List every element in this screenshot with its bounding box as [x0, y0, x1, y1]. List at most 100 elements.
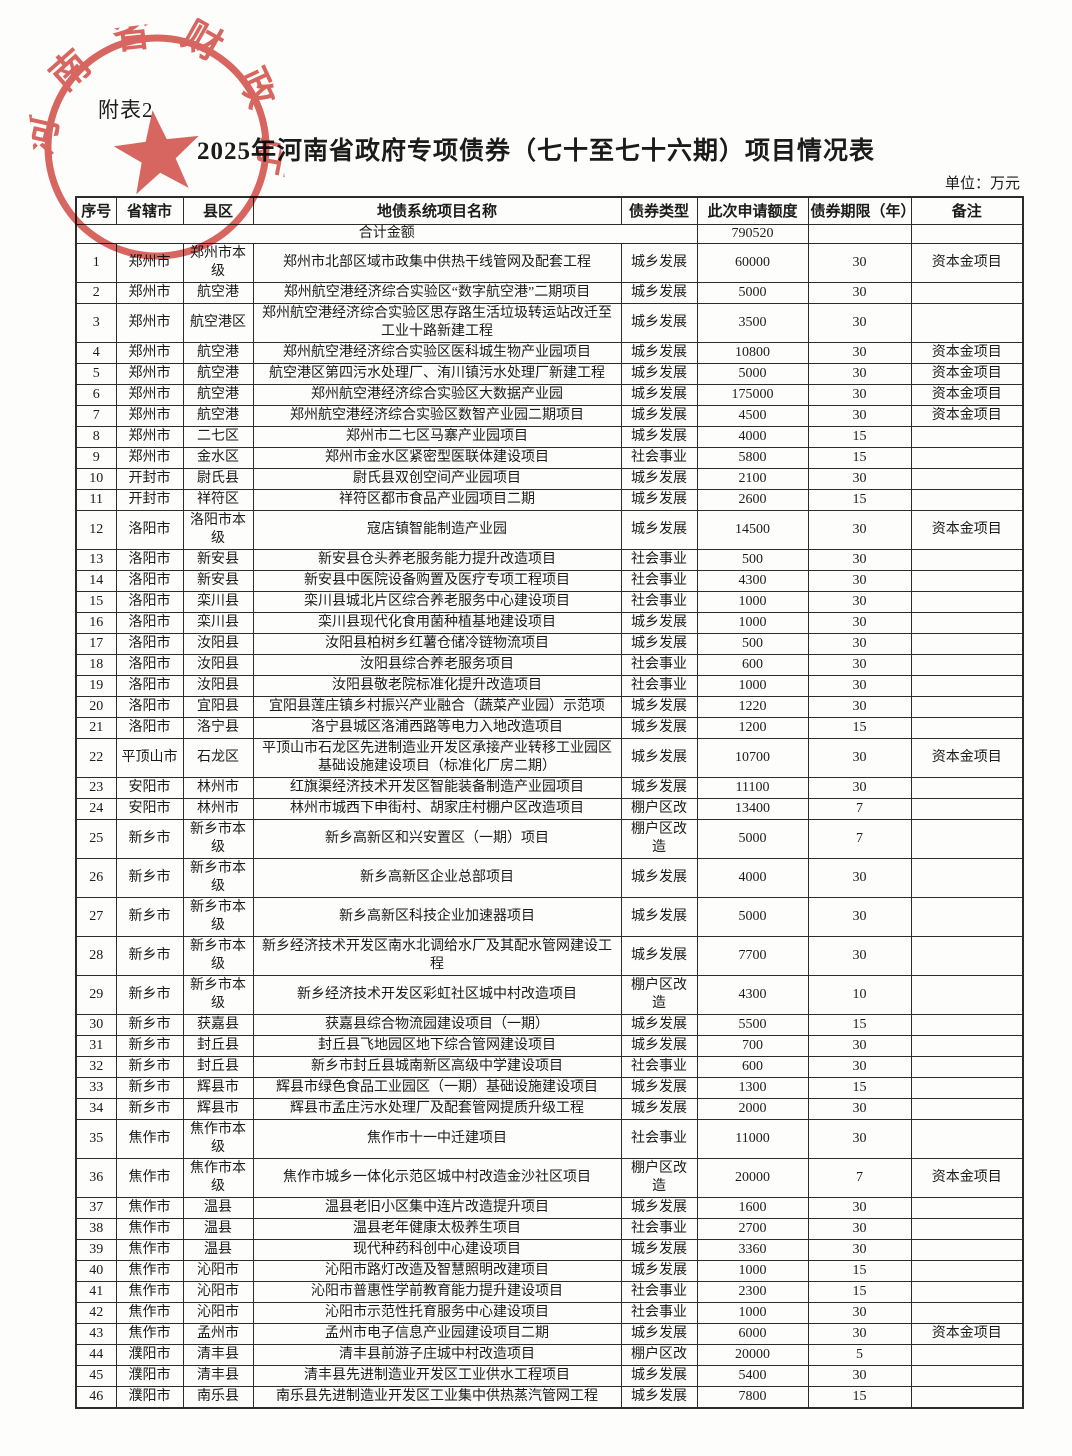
- cell-term: 30: [807, 653, 912, 676]
- cell-county: 尉氏县: [182, 467, 254, 490]
- cell-term: 30: [807, 1097, 912, 1120]
- cell-bond-type: 城乡发展: [620, 695, 698, 718]
- cell-city: 平顶山市: [115, 737, 184, 778]
- cell-note: [910, 590, 1024, 613]
- cell-bond-type: 城乡发展: [620, 632, 698, 655]
- cell-term: 30: [807, 1055, 912, 1078]
- total-amount: 790520: [696, 223, 809, 244]
- cell-bond-type: 社会事业: [620, 548, 698, 571]
- cell-term: 30: [807, 632, 912, 655]
- total-label: 合计金额: [75, 223, 698, 244]
- cell-city: 郑州市: [115, 362, 184, 385]
- cell-note: 资本金项目: [910, 404, 1024, 427]
- cell-note: [910, 1097, 1024, 1120]
- table-row: 36 焦作市 焦作市本级 焦作市城乡一体化示范区城中村改造金沙社区项目 棚户区改…: [75, 1157, 1024, 1198]
- cell-project-name: 郑州市金水区紧密型医联体建设项目: [252, 446, 622, 469]
- cell-note: [910, 1238, 1024, 1261]
- cell-term: 15: [807, 1280, 912, 1303]
- cell-term: 7: [807, 1157, 912, 1198]
- cell-note: [910, 302, 1024, 343]
- cell-index: 25: [75, 818, 117, 859]
- cell-note: [910, 488, 1024, 511]
- cell-bond-type: 城乡发展: [620, 341, 698, 364]
- total-row: 合计金额 790520: [75, 223, 1024, 244]
- table-row: 32 新乡市 封丘县 新乡市封丘县城南新区高级中学建设项目 社会事业 600 3…: [75, 1055, 1024, 1078]
- cell-note: [910, 1196, 1024, 1219]
- cell-note: [910, 1259, 1024, 1282]
- cell-project-name: 新乡高新区企业总部项目: [252, 857, 622, 898]
- cell-note: [910, 1343, 1024, 1366]
- page-title: 2025年河南省政府专项债券（七十至七十六期）项目情况表: [196, 138, 875, 165]
- cell-term: 30: [807, 1196, 912, 1219]
- cell-county: 金水区: [182, 446, 254, 469]
- cell-index: 5: [75, 362, 117, 385]
- cell-amount: 2300: [696, 1280, 809, 1303]
- cell-county: 林州市: [182, 776, 254, 799]
- total-term: [807, 223, 912, 244]
- cell-term: 15: [807, 716, 912, 739]
- cell-project-name: 红旗渠经济技术开发区智能装备制造产业园项目: [252, 776, 622, 799]
- cell-note: [910, 632, 1024, 655]
- col-header-note: 备注: [910, 196, 1024, 225]
- cell-note: [910, 653, 1024, 676]
- table-row: 27 新乡市 新乡市本级 新乡高新区科技企业加速器项目 城乡发展 5000 30: [75, 896, 1024, 937]
- cell-bond-type: 城乡发展: [620, 716, 698, 739]
- cell-project-name: 栾川县城北片区综合养老服务中心建设项目: [252, 590, 622, 613]
- cell-bond-type: 城乡发展: [620, 1013, 698, 1036]
- cell-note: [910, 716, 1024, 739]
- cell-bond-type: 城乡发展: [620, 1322, 698, 1345]
- table-row: 19 洛阳市 汝阳县 汝阳县敬老院标准化提升改造项目 社会事业 1000 30: [75, 674, 1024, 697]
- cell-term: 15: [807, 425, 912, 448]
- cell-project-name: 栾川县现代化食用菌种植基地建设项目: [252, 611, 622, 634]
- table-row: 33 新乡市 辉县市 辉县市绿色食品工业园区（一期）基础设施建设项目 城乡发展 …: [75, 1076, 1024, 1099]
- cell-city: 洛阳市: [115, 716, 184, 739]
- cell-project-name: 郑州航空港经济综合实验区思存路生活垃圾转运站改迁至工业十路新建工程: [252, 302, 622, 343]
- cell-note: [910, 1217, 1024, 1240]
- cell-city: 新乡市: [115, 1034, 184, 1057]
- cell-term: 30: [807, 341, 912, 364]
- cell-county: 新安县: [182, 548, 254, 571]
- cell-county: 航空港: [182, 281, 254, 304]
- cell-project-name: 孟州市电子信息产业园建设项目二期: [252, 1322, 622, 1345]
- cell-county: 温县: [182, 1238, 254, 1261]
- cell-county: 孟州市: [182, 1322, 254, 1345]
- cell-amount: 1600: [696, 1196, 809, 1219]
- table-row: 18 洛阳市 汝阳县 汝阳县综合养老服务项目 社会事业 600 30: [75, 653, 1024, 676]
- cell-term: 5: [807, 1343, 912, 1366]
- table-row: 10 开封市 尉氏县 尉氏县双创空间产业园项目 城乡发展 2100 30: [75, 467, 1024, 490]
- table-row: 34 新乡市 辉县市 辉县市孟庄污水处理厂及配套管网提质升级工程 城乡发展 20…: [75, 1097, 1024, 1120]
- cell-term: 30: [807, 1217, 912, 1240]
- cell-note: [910, 467, 1024, 490]
- table-row: 29 新乡市 新乡市本级 新乡经济技术开发区彩虹社区城中村改造项目 棚户区改造 …: [75, 974, 1024, 1015]
- cell-project-name: 焦作市城乡一体化示范区城中村改造金沙社区项目: [252, 1157, 622, 1198]
- projects-table: 序号 省辖市 县区 地债系统项目名称 债券类型 此次申请额度 债券期限（年） 备…: [75, 196, 1024, 1409]
- cell-city: 开封市: [115, 467, 184, 490]
- cell-city: 郑州市: [115, 404, 184, 427]
- cell-note: 资本金项目: [910, 383, 1024, 406]
- cell-term: 7: [807, 818, 912, 859]
- cell-amount: 5800: [696, 446, 809, 469]
- cell-term: 30: [807, 1322, 912, 1345]
- cell-county: 焦作市本级: [182, 1118, 254, 1159]
- table-row: 11 开封市 祥符区 祥符区都市食品产业园项目二期 城乡发展 2600 15: [75, 488, 1024, 511]
- cell-bond-type: 社会事业: [620, 1217, 698, 1240]
- cell-project-name: 郑州航空港经济综合实验区医科城生物产业园项目: [252, 341, 622, 364]
- cell-amount: 7700: [696, 935, 809, 976]
- cell-county: 汝阳县: [182, 653, 254, 676]
- cell-city: 新乡市: [115, 818, 184, 859]
- cell-city: 郑州市: [115, 302, 184, 343]
- cell-term: 30: [807, 548, 912, 571]
- cell-bond-type: 城乡发展: [620, 383, 698, 406]
- cell-index: 27: [75, 896, 117, 937]
- cell-term: 30: [807, 302, 912, 343]
- cell-term: 30: [807, 1118, 912, 1159]
- cell-project-name: 辉县市绿色食品工业园区（一期）基础设施建设项目: [252, 1076, 622, 1099]
- cell-amount: 600: [696, 1055, 809, 1078]
- cell-amount: 4300: [696, 974, 809, 1015]
- cell-term: 30: [807, 383, 912, 406]
- cell-note: [910, 1034, 1024, 1057]
- cell-bond-type: 社会事业: [620, 653, 698, 676]
- cell-city: 新乡市: [115, 1097, 184, 1120]
- cell-term: 15: [807, 488, 912, 511]
